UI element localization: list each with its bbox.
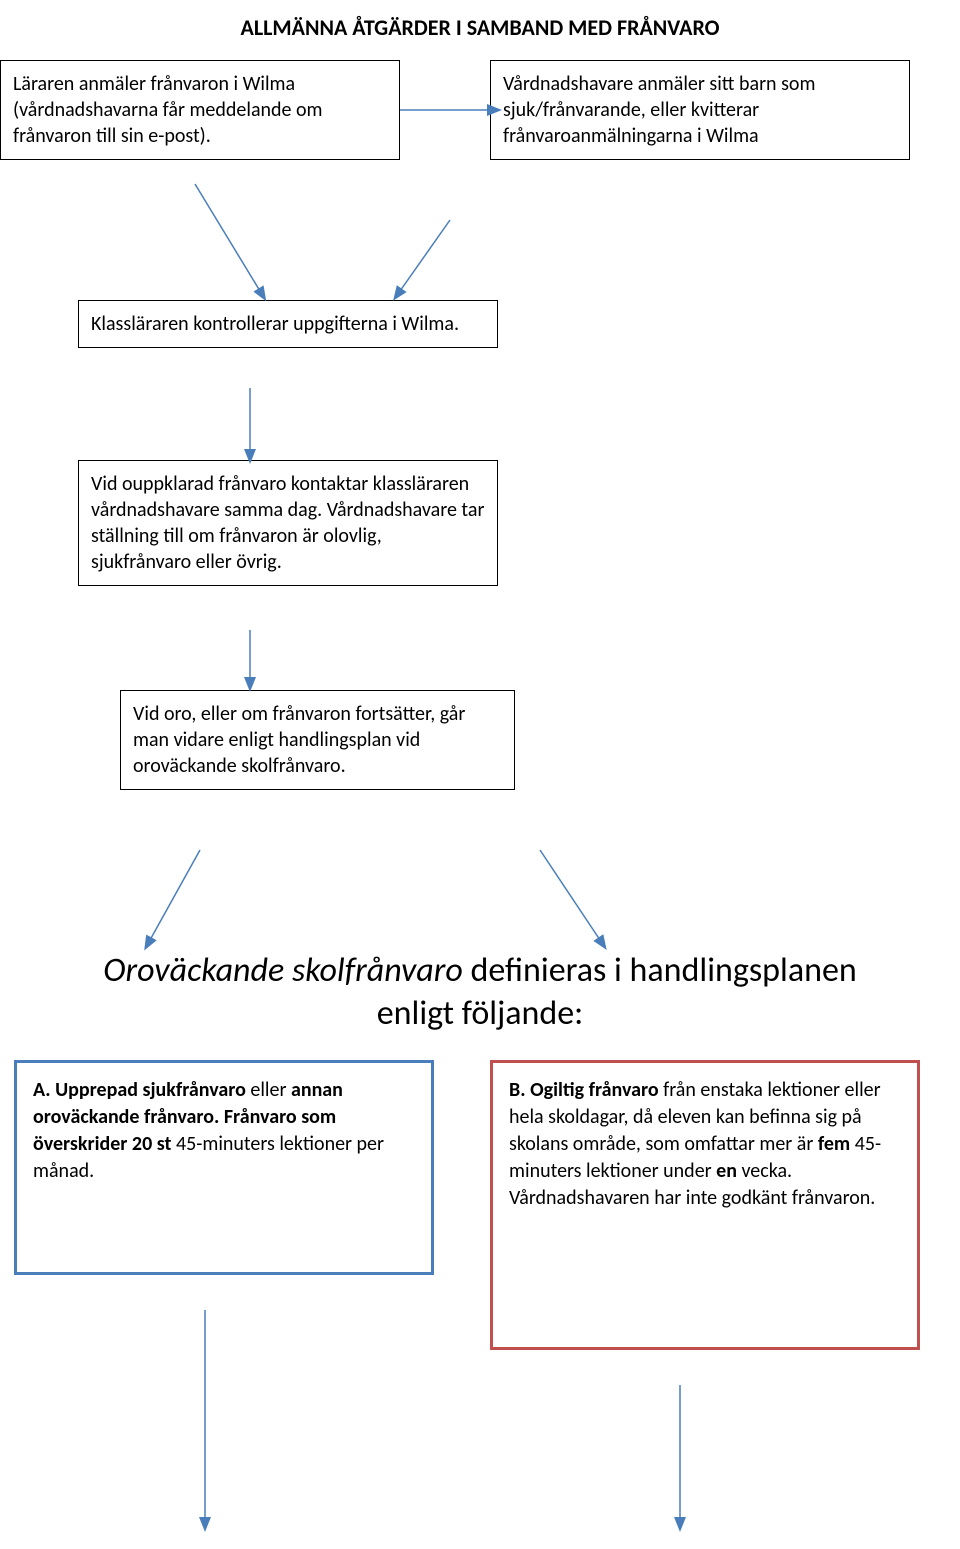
flow-arrow (150, 850, 200, 940)
flow-arrow (540, 850, 600, 940)
arrows-layer (0, 0, 960, 1549)
flow-arrow (195, 184, 260, 291)
diagram-page: ALLMÄNNA ÅTGÄRDER I SAMBAND MED FRÅNVARO… (0, 0, 960, 1549)
flow-arrow (400, 220, 450, 291)
